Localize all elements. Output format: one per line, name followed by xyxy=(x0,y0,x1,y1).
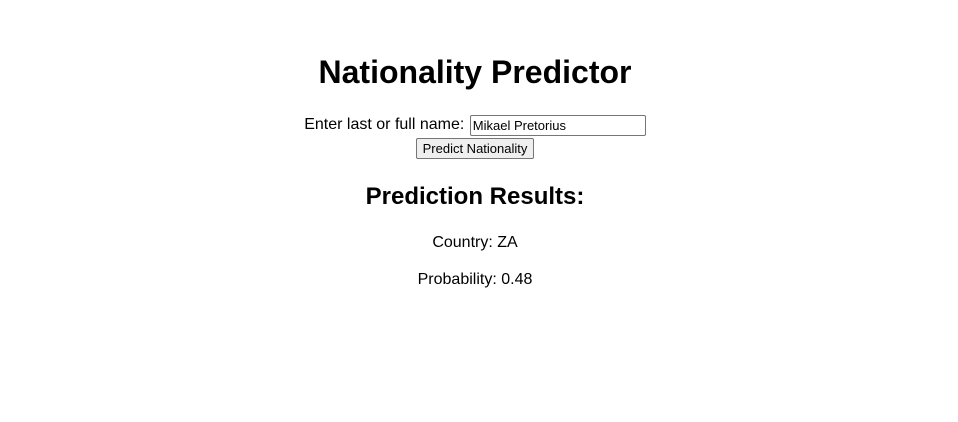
page-title: Nationality Predictor xyxy=(318,54,632,90)
country-label: Country: xyxy=(432,234,493,251)
probability-value: 0.48 xyxy=(501,271,533,288)
probability-result: Probability: 0.48 xyxy=(0,270,950,290)
results-heading: Prediction Results: xyxy=(365,183,585,210)
name-label: Enter last or full name: xyxy=(304,116,465,133)
predict-nationality-button[interactable]: Predict Nationality xyxy=(415,138,535,159)
button-row: Predict Nationality xyxy=(0,138,950,159)
country-result: Country: ZA xyxy=(0,233,950,253)
probability-label: Probability: xyxy=(417,271,497,288)
country-value: ZA xyxy=(497,234,518,251)
name-form: Enter last or full name: xyxy=(0,114,950,136)
name-input[interactable] xyxy=(469,114,646,136)
